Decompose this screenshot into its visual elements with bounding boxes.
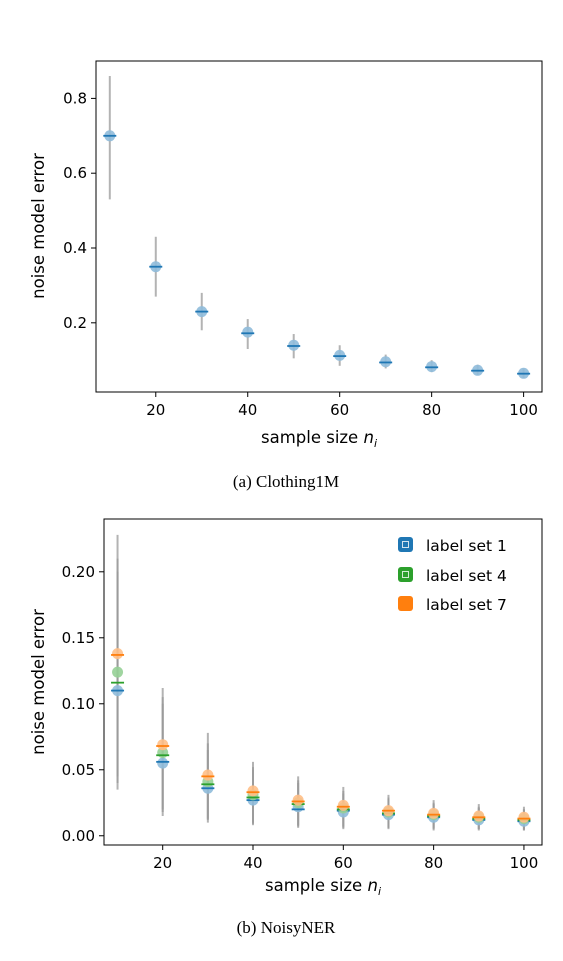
x-tick-label: 80 xyxy=(422,401,441,419)
y-tick-label: 0.6 xyxy=(63,164,87,182)
x-tick-label: 40 xyxy=(238,401,257,419)
legend-marker-label-set-4 xyxy=(398,567,413,582)
mean-point xyxy=(337,799,349,811)
x-tick-label: 80 xyxy=(424,854,443,872)
plot-frame xyxy=(95,60,543,393)
figure-caption: (a) Clothing1M xyxy=(233,472,339,491)
x-axis-ticks: 20 40 60 80 100 xyxy=(146,392,538,419)
plot-frame xyxy=(103,518,543,846)
mean-point xyxy=(242,326,254,338)
x-tick-label: 60 xyxy=(330,401,349,419)
x-tick-label: 40 xyxy=(243,854,262,872)
x-tick-label: 100 xyxy=(510,854,539,872)
mean-point xyxy=(292,794,304,806)
mean-point xyxy=(112,648,124,660)
y-tick-label: 0.05 xyxy=(62,761,95,779)
mean-point xyxy=(202,769,214,781)
legend-label-4: label set 4 xyxy=(426,567,507,585)
x-axis-label: sample size ni xyxy=(261,428,377,450)
x-tick-label: 60 xyxy=(334,854,353,872)
legend-marker-inner xyxy=(402,571,409,578)
legend-label-7: label set 7 xyxy=(426,596,507,614)
y-tick-label: 0.4 xyxy=(63,239,87,257)
mean-point xyxy=(518,811,530,823)
y-axis-ticks: 0.00 0.05 0.10 0.15 0.20 xyxy=(62,563,104,845)
y-tick-label: 0.8 xyxy=(63,89,87,107)
x-tick-label: 20 xyxy=(153,854,172,872)
y-tick-label: 0.2 xyxy=(63,314,87,332)
legend-marker-label-set-1 xyxy=(398,537,413,552)
y-tick-label: 0.00 xyxy=(62,827,95,845)
y-tick-label: 0.20 xyxy=(62,563,95,581)
data-marks xyxy=(111,534,531,831)
x-tick-label: 20 xyxy=(146,401,165,419)
mean-point xyxy=(428,807,440,819)
x-tick-label: 100 xyxy=(509,401,538,419)
y-axis-label: noise model error xyxy=(29,609,48,755)
y-axis-label: noise model error xyxy=(29,153,48,299)
mean-point xyxy=(247,785,259,797)
legend-label-1: label set 1 xyxy=(426,537,507,555)
x-axis-label: sample size ni xyxy=(265,876,381,898)
data-marks xyxy=(103,75,531,379)
mean-point xyxy=(473,810,485,822)
y-tick-label: 0.15 xyxy=(62,629,95,647)
y-axis-ticks: 0.2 0.4 0.6 0.8 xyxy=(63,89,96,332)
mean-point xyxy=(157,739,169,751)
chart-panel-clothing1m: 20 40 60 80 100 0.20.40.60.8 sample size ni … xyxy=(29,60,543,491)
mean-point xyxy=(157,757,169,769)
mean-point xyxy=(112,666,124,678)
chart-panel-noisyner: 20 40 60 80 100 0.00 0.05 0.10 0.15 0.20 sample … xyxy=(29,518,543,937)
legend-marker-inner xyxy=(402,541,409,548)
legend-marker-label-set-7 xyxy=(398,596,413,611)
figure-caption: (b) NoisyNER xyxy=(237,918,336,937)
x-axis-ticks: 20 40 60 80 100 xyxy=(153,845,538,872)
legend: label set 1 label set 4 label set 7 xyxy=(398,537,507,614)
y-tick-label: 0.10 xyxy=(62,695,95,713)
